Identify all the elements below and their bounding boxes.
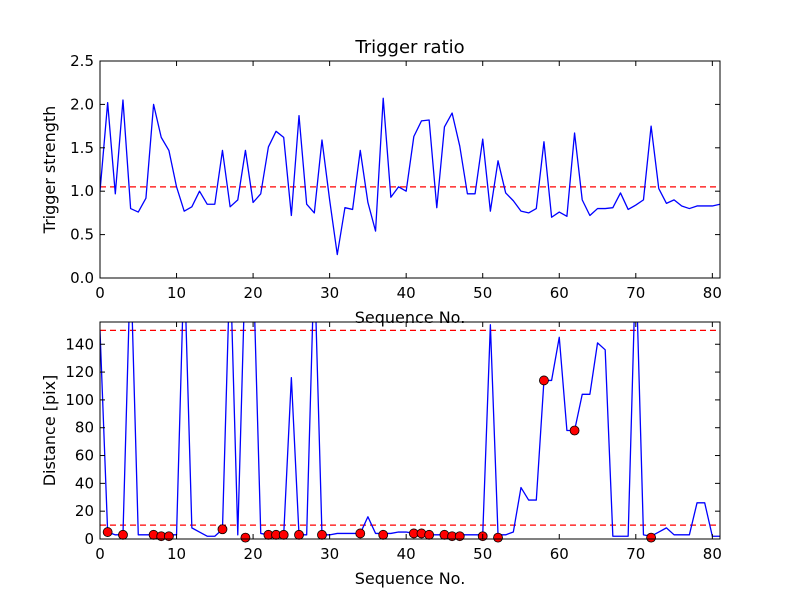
data-point-marker — [294, 529, 304, 540]
x-tick-label: 10 — [167, 284, 186, 302]
y-tick-label: 40 — [75, 474, 94, 492]
y-tick-label: 0.0 — [70, 269, 94, 287]
data-point-marker — [163, 531, 174, 542]
y-tick-label: 2.5 — [70, 52, 94, 70]
distance-plot: 0 10 20 30 40 50 60 70 80 0 20 40 60 80 100 120 140 Seque… — [40, 321, 722, 588]
y-tick-label: 80 — [75, 419, 94, 437]
y-tick-label: 20 — [75, 502, 94, 520]
data-point-marker — [424, 529, 435, 540]
data-point-marker — [378, 529, 389, 540]
series-line — [100, 322, 720, 537]
data-point-marker — [539, 375, 549, 386]
x-tick-label: 30 — [320, 545, 339, 563]
x-tick-label: 50 — [473, 545, 492, 563]
y-tick-label: 2.0 — [70, 95, 94, 113]
x-tick-label: 60 — [550, 284, 569, 302]
y-tick-label: 1.5 — [70, 139, 94, 157]
trigger-ratio-plot: Trigger ratio 0 10 20 30 40 50 60 70 80 0.0 0.5 1.0 1… — [40, 37, 722, 327]
x-tick-label: 20 — [244, 545, 263, 563]
data-point-marker — [278, 529, 289, 540]
x-tick-label: 0 — [95, 545, 105, 563]
data-point-marker — [240, 532, 251, 543]
x-axis-label: Sequence No. — [355, 308, 466, 327]
y-tick-label: 0.5 — [70, 226, 94, 244]
x-tick-label: 20 — [244, 284, 263, 302]
y-tick-label: 0 — [84, 530, 94, 548]
x-tick-label: 40 — [397, 545, 416, 563]
x-tick-label: 70 — [626, 545, 645, 563]
data-point-marker — [646, 532, 657, 543]
axes-frame — [99, 321, 721, 540]
data-point-marker — [569, 425, 580, 436]
y-tick-label: 60 — [75, 447, 94, 465]
chart-title: Trigger ratio — [354, 37, 464, 58]
data-point-marker — [118, 529, 128, 540]
x-tick-label: 0 — [95, 284, 105, 302]
x-tick-label: 40 — [397, 284, 416, 302]
data-point-marker — [493, 532, 503, 543]
x-tick-label: 80 — [703, 284, 722, 302]
axes-frame — [99, 60, 721, 279]
y-tick-label: 100 — [65, 391, 94, 409]
x-tick-label: 60 — [550, 545, 569, 563]
y-axis-label: Trigger strength — [40, 106, 59, 235]
series-line — [100, 97, 720, 256]
data-point-marker — [454, 531, 465, 542]
y-tick-label: 140 — [65, 335, 94, 353]
data-point-marker — [217, 524, 228, 535]
y-tick-label: 120 — [65, 363, 94, 381]
x-axis-label: Sequence No. — [355, 569, 466, 588]
data-point-marker — [355, 528, 366, 539]
x-tick-label: 80 — [703, 545, 722, 563]
data-point-marker — [102, 527, 113, 537]
x-tick-label: 70 — [626, 284, 645, 302]
x-tick-label: 10 — [167, 545, 186, 563]
x-tick-label: 30 — [320, 284, 339, 302]
y-tick-label: 1.0 — [70, 182, 94, 200]
data-point-marker — [317, 529, 327, 540]
y-axis-label: Distance [pix] — [40, 375, 59, 487]
x-tick-label: 50 — [473, 284, 492, 302]
